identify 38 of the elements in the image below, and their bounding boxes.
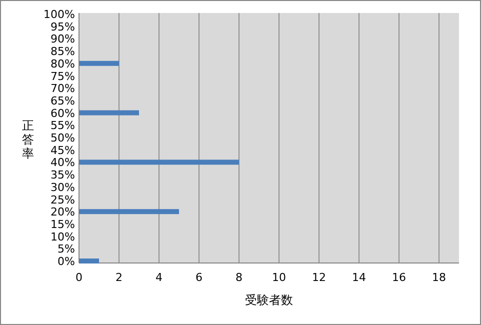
y-tick-label: 65% <box>50 94 75 108</box>
x-tick-label: 12 <box>312 271 326 284</box>
x-axis-title: 受験者数 <box>245 293 293 307</box>
y-tick-label: 55% <box>50 119 75 132</box>
y-tick-label: 100% <box>44 8 75 21</box>
x-tick-label: 16 <box>392 271 406 284</box>
y-tick-label: 90% <box>50 32 75 46</box>
x-tick-label: 2 <box>116 271 122 284</box>
bar <box>79 60 119 66</box>
y-tick-label: 60% <box>50 106 75 120</box>
x-tick-label: 6 <box>196 271 202 284</box>
y-tick-label: 25% <box>50 193 75 206</box>
y-tick-label: 0% <box>58 255 75 268</box>
y-tick-label: 85% <box>50 45 75 58</box>
y-tick-label: 30% <box>50 180 75 194</box>
y-tick-label: 70% <box>50 82 75 96</box>
y-tick-label: 45% <box>50 144 75 157</box>
bar <box>79 209 179 214</box>
bar <box>79 258 99 264</box>
y-axis-title: 正答率 <box>22 118 34 160</box>
y-tick-label: 75% <box>50 70 75 83</box>
y-tick-label: 5% <box>58 242 75 256</box>
y-tick-label: 10% <box>50 230 75 244</box>
y-tick-label: 50% <box>50 132 75 144</box>
x-tick-label: 8 <box>236 271 242 284</box>
x-tick-label: 0 <box>76 271 82 284</box>
bar <box>79 110 139 116</box>
y-tick-label: 20% <box>50 206 75 219</box>
y-tick-label: 15% <box>50 218 75 231</box>
x-tick-label: 18 <box>432 271 446 284</box>
y-tick-label: 95% <box>50 20 75 34</box>
bar <box>79 160 239 165</box>
x-tick-label: 14 <box>352 271 366 284</box>
y-tick-label: 35% <box>50 168 75 182</box>
y-tick-label: 40% <box>50 156 75 170</box>
x-tick-label: 4 <box>156 271 162 284</box>
y-tick-label: 80% <box>50 57 75 70</box>
x-tick-label: 10 <box>272 271 286 284</box>
